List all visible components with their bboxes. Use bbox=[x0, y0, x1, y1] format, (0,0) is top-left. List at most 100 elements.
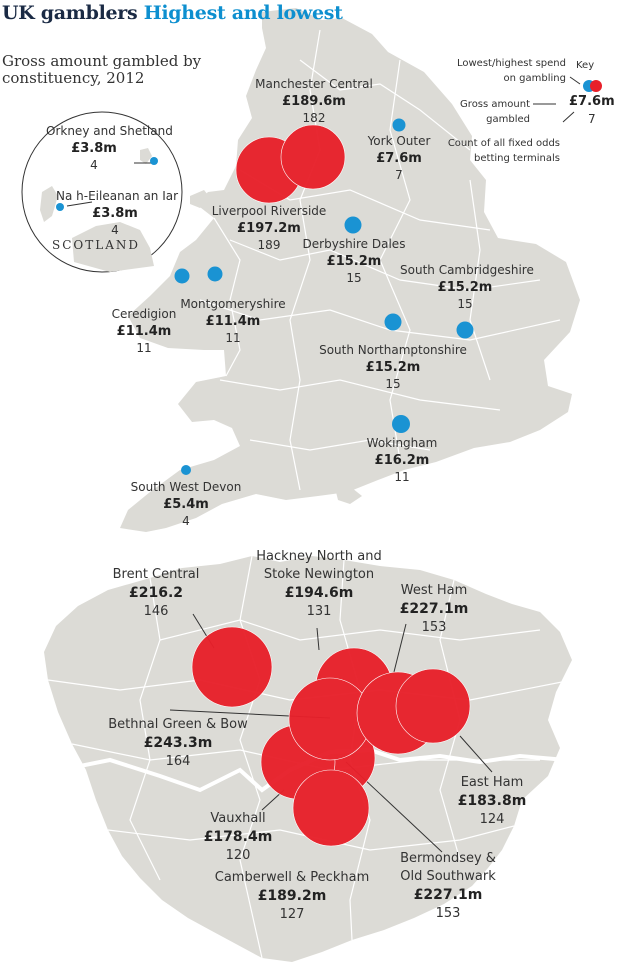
label-bethnal-green: Bethnal Green & Bow £243.3m 164 bbox=[102, 716, 254, 771]
marker-na-h-eileanan bbox=[56, 203, 64, 211]
count: 127 bbox=[279, 907, 305, 922]
name: Na h-Eileanan an Iar bbox=[56, 189, 179, 203]
marker-derbyshire-dales bbox=[344, 216, 362, 234]
label-york-outer: York Outer £7.6m 7 bbox=[358, 133, 440, 184]
label-hackney-north: Hackney North and Stoke Newington £194.6… bbox=[244, 548, 394, 621]
england-wales-landmass bbox=[120, 8, 580, 532]
count: 164 bbox=[165, 754, 191, 769]
name: York Outer bbox=[367, 134, 431, 148]
count: 153 bbox=[421, 620, 447, 635]
headline: UK gamblers Highest and lowest bbox=[2, 2, 343, 24]
label-wokingham: Wokingham £16.2m 11 bbox=[362, 435, 442, 486]
orkney-islands bbox=[140, 148, 152, 164]
label-derbyshire-dales: Derbyshire Dales £15.2m 15 bbox=[300, 236, 408, 287]
marker-south-northamptonshire bbox=[384, 313, 402, 331]
amount: £194.6m bbox=[284, 585, 354, 601]
count: 4 bbox=[182, 514, 190, 528]
name: Derbyshire Dales bbox=[302, 237, 406, 251]
label-east-ham: East Ham £183.8m 124 bbox=[452, 774, 532, 829]
name: West Ham bbox=[400, 583, 468, 598]
name: Brent Central bbox=[112, 567, 200, 582]
amount: £243.3m bbox=[143, 735, 213, 751]
name: South Northamptonshire bbox=[319, 343, 467, 357]
name: Wokingham bbox=[366, 436, 438, 450]
name: Orkney and Shetland bbox=[46, 124, 173, 138]
amount: £183.8m bbox=[457, 793, 527, 809]
amount: £178.4m bbox=[203, 829, 273, 845]
highest-markers bbox=[191, 124, 471, 847]
label-south-cambridgeshire: South Cambridgeshire £15.2m 15 bbox=[400, 262, 534, 313]
marker-orkney-shetland bbox=[150, 157, 158, 165]
key-gross-amount-label: Gross amount gambled bbox=[460, 99, 530, 125]
name: Ceredigion bbox=[111, 307, 177, 321]
label-brent-central: Brent Central £216.2 146 bbox=[100, 566, 212, 621]
amount: £11.4m bbox=[116, 324, 172, 339]
count: 146 bbox=[143, 604, 169, 619]
key-highest-dot bbox=[590, 80, 602, 92]
label-orkney-shetland: Orkney and Shetland £3.8m 4 bbox=[46, 123, 173, 174]
outer-hebrides bbox=[40, 186, 58, 222]
count: 4 bbox=[90, 158, 98, 172]
amount: £11.4m bbox=[205, 314, 261, 329]
label-south-northamptonshire: South Northamptonshire £15.2m 15 bbox=[318, 342, 468, 393]
count: 153 bbox=[435, 906, 461, 921]
marker-south-cambridgeshire bbox=[456, 321, 474, 339]
amount: £197.2m bbox=[237, 221, 301, 236]
count: 120 bbox=[225, 848, 251, 863]
lowest-markers bbox=[56, 118, 474, 475]
name: Bethnal Green & Bow bbox=[108, 717, 248, 732]
count: 15 bbox=[385, 377, 401, 391]
name: South West Devon bbox=[130, 480, 242, 494]
amount: £16.2m bbox=[374, 453, 430, 468]
label-vauxhall: Vauxhall £178.4m 120 bbox=[196, 810, 280, 865]
marker-ceredigion bbox=[174, 268, 190, 284]
marker-east-ham bbox=[395, 668, 471, 744]
amount: £15.2m bbox=[365, 360, 421, 375]
count: 182 bbox=[302, 111, 326, 125]
name: Montgomeryshire bbox=[180, 297, 286, 311]
name: Vauxhall bbox=[210, 811, 266, 826]
amount: £7.6m bbox=[376, 151, 422, 166]
amount: £3.8m bbox=[71, 141, 117, 156]
count: 189 bbox=[257, 238, 281, 252]
count: 11 bbox=[225, 331, 241, 345]
label-camberwell: Camberwell & Peckham £189.2m 127 bbox=[204, 869, 380, 924]
marker-york-outer bbox=[392, 118, 406, 132]
scotland-label: SCOTLAND bbox=[52, 238, 140, 252]
anglesey bbox=[190, 190, 212, 208]
isle-of-wight bbox=[336, 488, 362, 504]
label-liverpool-riverside: Liverpool Riverside £197.2m 189 bbox=[210, 203, 328, 254]
marker-south-west-devon bbox=[181, 465, 191, 475]
key-title: Key bbox=[576, 60, 595, 71]
label-west-ham: West Ham £227.1m 153 bbox=[392, 582, 476, 637]
marker-wokingham bbox=[392, 415, 410, 433]
label-ceredigion: Ceredigion £11.4m 11 bbox=[104, 306, 184, 357]
key-example-count: 7 bbox=[588, 112, 596, 126]
count: 11 bbox=[394, 470, 410, 484]
name-line2: Old Southwark bbox=[400, 869, 496, 884]
constituency-borders bbox=[199, 29, 561, 491]
amount: £3.8m bbox=[92, 206, 138, 221]
name-line2: Stoke Newington bbox=[263, 567, 375, 582]
headline-part2: Highest and lowest bbox=[143, 2, 343, 24]
subtitle: Gross amount gambled by constituency, 20… bbox=[2, 52, 202, 87]
name-line1: Bermondsey & bbox=[400, 851, 496, 866]
scotland-mainland bbox=[72, 222, 154, 272]
amount: £5.4m bbox=[163, 497, 209, 512]
label-bermondsey: Bermondsey & Old Southwark £227.1m 153 bbox=[392, 850, 504, 923]
key-lowest-highest-label: Lowest/highest spend on gambling bbox=[456, 58, 566, 84]
name: South Cambridgeshire bbox=[400, 263, 534, 277]
key-count-label: Count of all fixed odds betting terminal… bbox=[447, 138, 560, 164]
count: 15 bbox=[346, 271, 362, 285]
label-south-west-devon: South West Devon £5.4m 4 bbox=[128, 479, 244, 530]
label-montgomeryshire: Montgomeryshire £11.4m 11 bbox=[178, 296, 288, 347]
label-manchester-central: Manchester Central £189.6m 182 bbox=[252, 76, 376, 127]
count: 11 bbox=[136, 341, 152, 355]
amount: £216.2 bbox=[128, 585, 184, 601]
name-line1: Hackney North and bbox=[256, 549, 382, 564]
count: 131 bbox=[306, 604, 332, 619]
amount: £227.1m bbox=[413, 887, 483, 903]
count: 7 bbox=[395, 168, 403, 182]
